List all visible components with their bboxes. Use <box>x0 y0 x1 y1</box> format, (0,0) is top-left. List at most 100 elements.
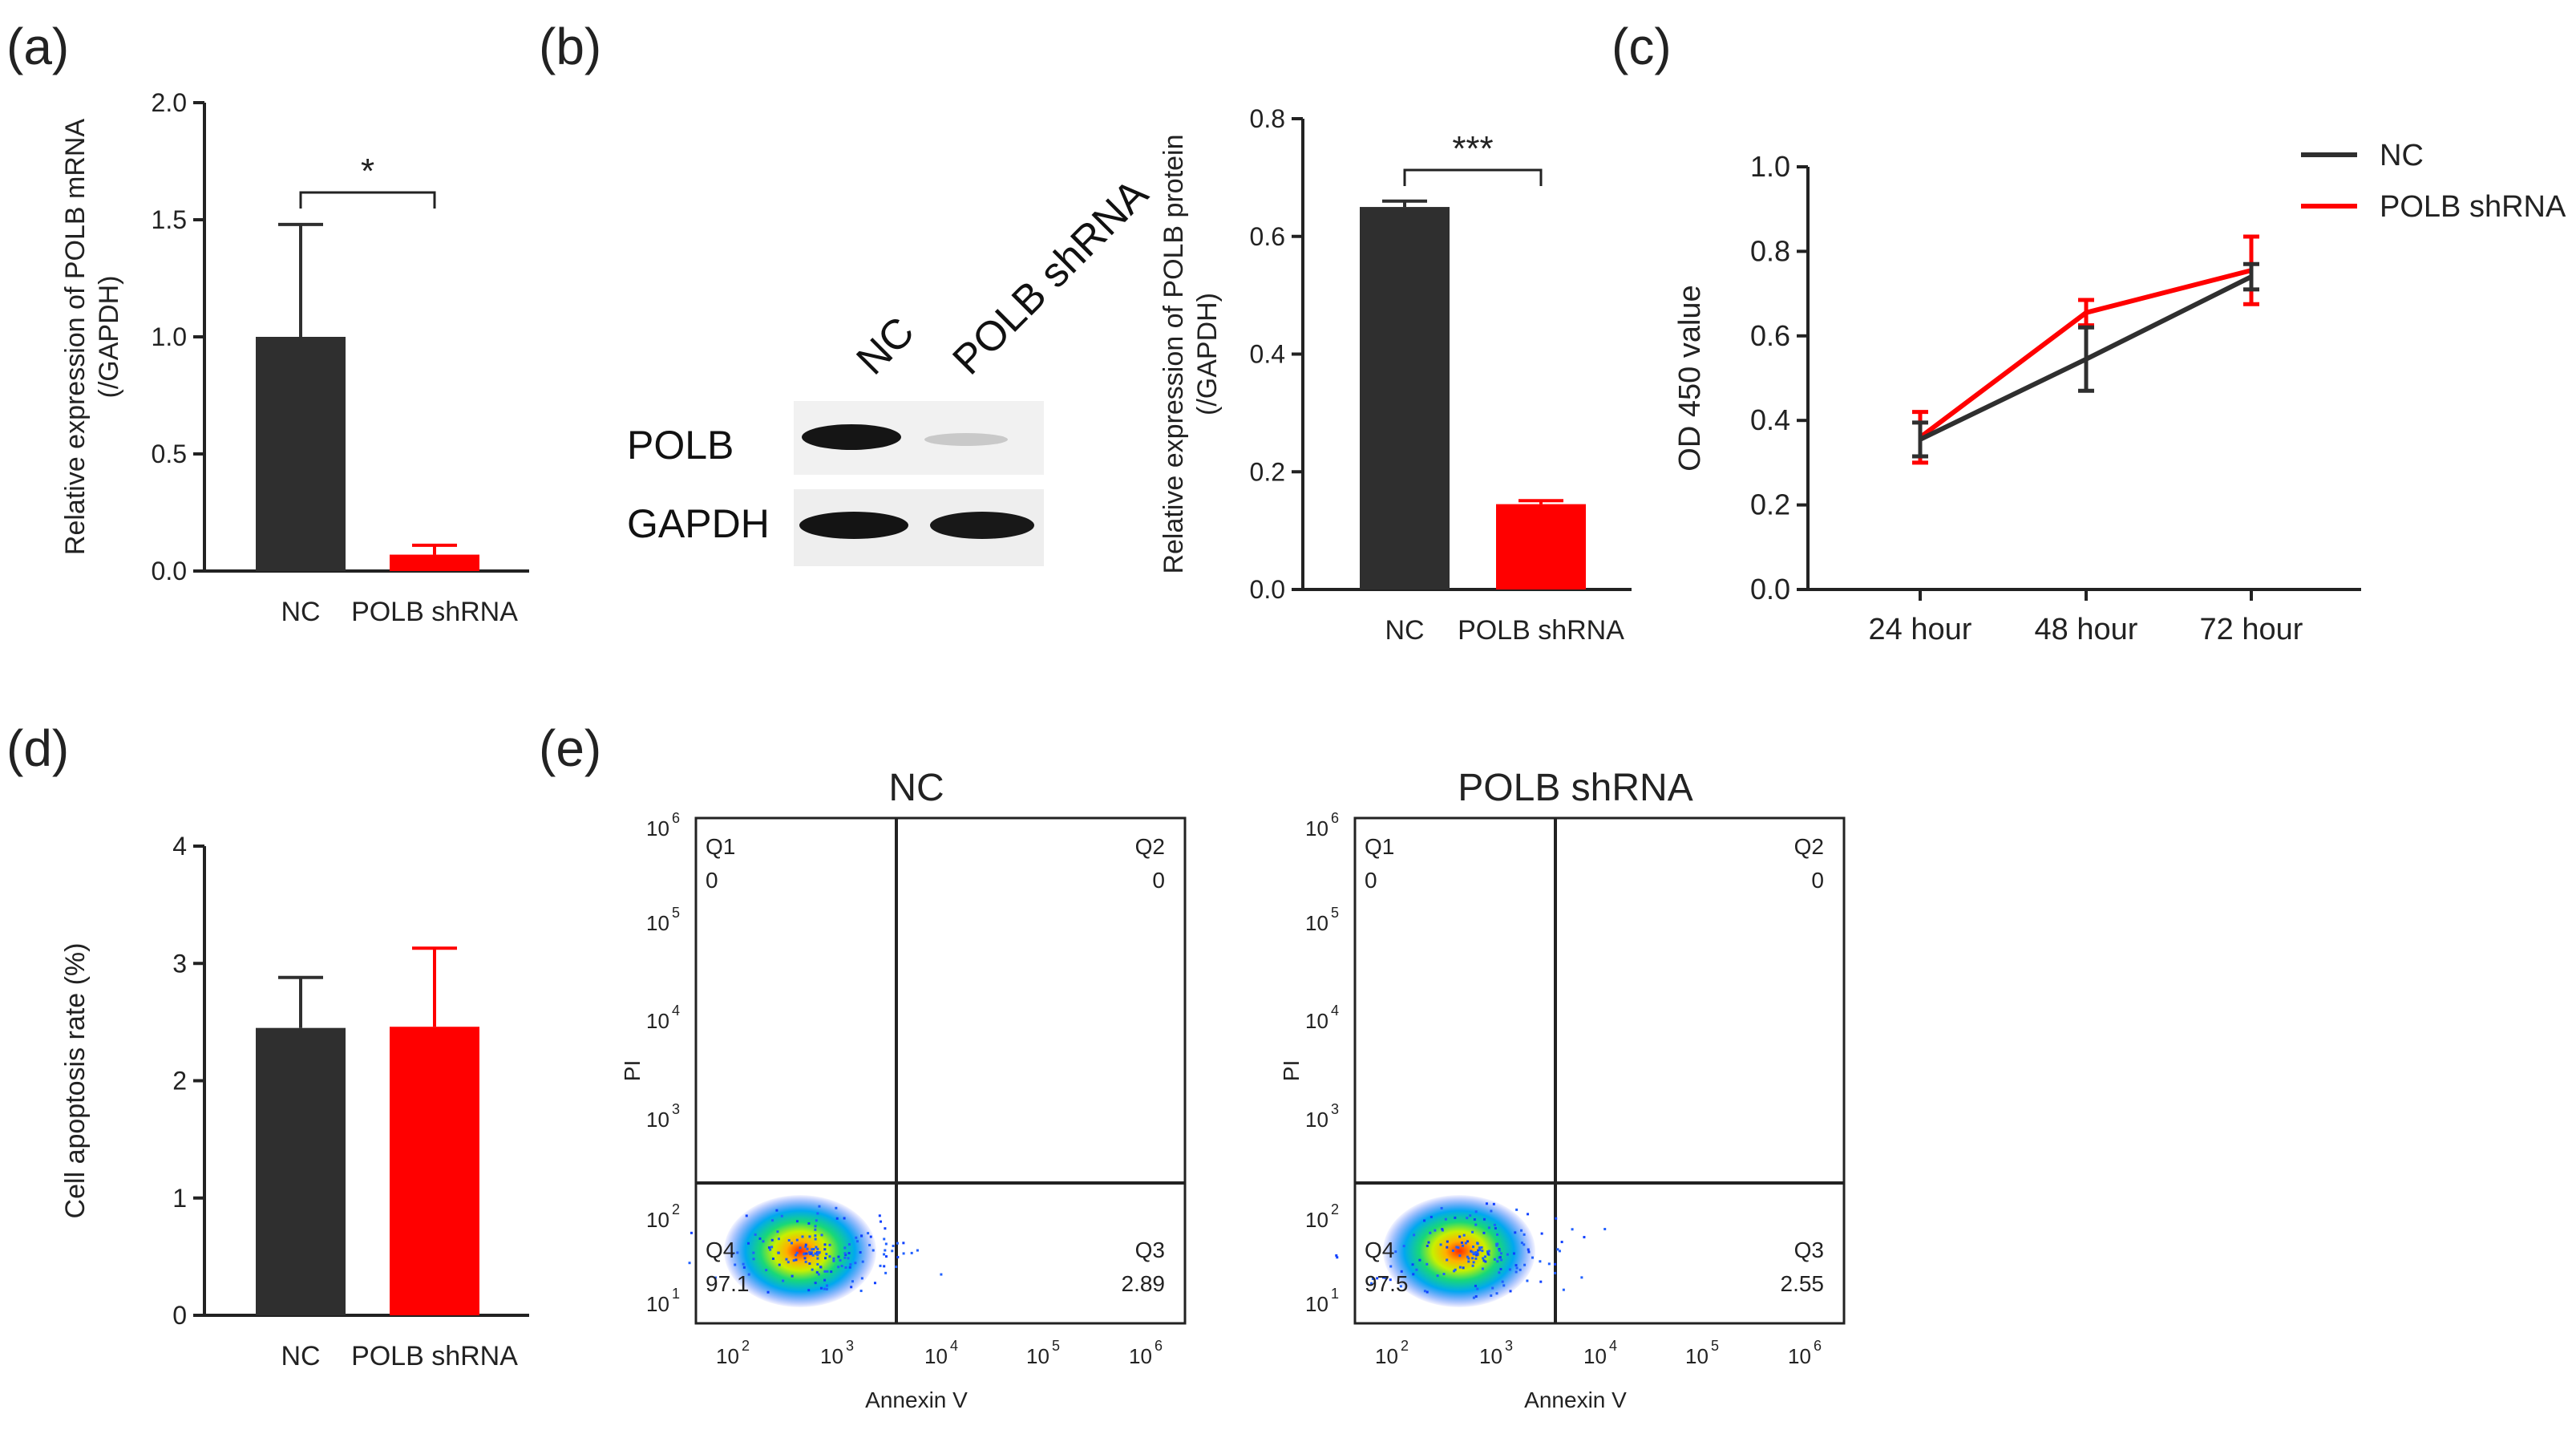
event-dot <box>825 1253 828 1256</box>
event-dot <box>867 1232 870 1235</box>
event-dot <box>878 1214 881 1217</box>
event-dot <box>805 1252 808 1255</box>
x-tick-base: 10 <box>820 1344 843 1368</box>
event-dot <box>815 1246 818 1249</box>
event-dot <box>762 1240 765 1243</box>
event-dot <box>818 1250 821 1254</box>
quadrant-name-q1: Q1 <box>706 834 735 859</box>
event-dot <box>1495 1292 1498 1295</box>
quadrant-name-q2: Q2 <box>1135 834 1165 859</box>
x-tick-base: 10 <box>1788 1344 1811 1368</box>
event-dot <box>1498 1249 1501 1252</box>
event-dot <box>883 1253 886 1256</box>
event-dot <box>902 1252 905 1255</box>
event-dot <box>778 1263 781 1266</box>
y-tick-label: 0.4 <box>1750 403 1790 436</box>
quadrant-name-q3: Q3 <box>1794 1238 1824 1262</box>
blot-row-gapdh: GAPDH <box>627 501 770 546</box>
event-dot <box>1478 1246 1481 1250</box>
event-dot <box>758 1237 762 1240</box>
event-dot <box>1429 1231 1432 1234</box>
event-dot <box>1442 1273 1446 1276</box>
event-dot <box>847 1257 850 1260</box>
event-dot <box>1472 1261 1475 1264</box>
event-dot <box>775 1209 778 1212</box>
blot-gapdh-band-shrna <box>930 512 1034 539</box>
event-dot <box>1493 1258 1496 1261</box>
event-dot <box>1474 1223 1478 1226</box>
chart-c-od450: 0.0 0.2 0.4 0.6 0.8 1.0 24 hour 48 hour 72 hour O… <box>1673 139 2566 646</box>
event-dot <box>828 1255 831 1258</box>
x-tick-label: NC <box>281 597 320 627</box>
event-dot <box>1501 1280 1504 1283</box>
plot-frame <box>694 816 1187 1325</box>
y-tick-label: 0.4 <box>1250 340 1285 369</box>
y-tick-exponent: 4 <box>1331 1003 1339 1019</box>
event-dot <box>1477 1249 1480 1252</box>
event-dot <box>1413 1233 1416 1237</box>
event-dot <box>799 1246 802 1250</box>
event-dot <box>1394 1250 1397 1254</box>
event-dot <box>1411 1263 1414 1266</box>
event-dot <box>884 1227 887 1230</box>
x-tick-base: 10 <box>1026 1344 1049 1368</box>
event-dot <box>1376 1277 1379 1280</box>
event-dot <box>1526 1279 1529 1282</box>
event-dot <box>782 1279 785 1282</box>
y-tick-exponent: 5 <box>672 905 680 921</box>
event-dot <box>1423 1290 1426 1293</box>
event-dot <box>787 1238 791 1242</box>
panel-label-e: (e) <box>539 719 601 777</box>
event-dot <box>795 1258 798 1262</box>
blot-lane-nc: NC <box>847 308 923 383</box>
x-tick-base: 10 <box>1685 1344 1709 1368</box>
event-dot <box>816 1257 819 1260</box>
event-dot <box>1425 1290 1429 1294</box>
y-axis-label: PI <box>620 1060 645 1081</box>
event-dot <box>765 1269 768 1272</box>
event-dot <box>804 1260 807 1263</box>
event-dot <box>752 1258 755 1261</box>
legend-label: POLB shRNA <box>2380 190 2566 224</box>
event-dot <box>1466 1255 1469 1258</box>
event-dot <box>854 1262 857 1265</box>
event-dot <box>823 1270 827 1273</box>
event-dot <box>1499 1252 1502 1255</box>
event-dot <box>1519 1229 1523 1232</box>
event-dot <box>814 1282 817 1285</box>
event-dot <box>1523 1243 1526 1246</box>
event-dot <box>873 1282 876 1285</box>
y-tick-label: 0.0 <box>1250 575 1285 604</box>
event-dot <box>1423 1219 1426 1222</box>
event-dot <box>880 1220 883 1223</box>
event-dot <box>1389 1278 1392 1282</box>
event-dot <box>1539 1280 1543 1283</box>
y-tick-base: 10 <box>646 1292 669 1316</box>
y-tick-exponent: 2 <box>672 1201 680 1217</box>
event-dot <box>808 1251 811 1254</box>
event-dot <box>1603 1228 1607 1231</box>
event-dot <box>884 1242 888 1246</box>
x-tick-label: NC <box>1385 615 1424 646</box>
y-tick-label: 0.0 <box>152 557 187 585</box>
bar-polb-shrna <box>1496 504 1586 589</box>
y-tick-exponent: 6 <box>1331 810 1339 826</box>
event-dot <box>1441 1229 1444 1232</box>
significance-bracket <box>1403 168 1543 186</box>
event-dot <box>777 1238 780 1241</box>
y-tick-base: 10 <box>1305 1108 1328 1132</box>
event-dot <box>745 1214 748 1217</box>
event-dot <box>859 1251 862 1254</box>
event-dot <box>1458 1254 1462 1258</box>
chart-b-protein: 0.0 0.2 0.4 0.6 0.8 NC POLB shRNA Relative expr… <box>1159 104 1632 646</box>
event-dot <box>1580 1276 1583 1279</box>
event-dot <box>1470 1250 1473 1253</box>
y-axis-label: Relative expression of POLB protein <box>1159 134 1189 573</box>
event-dot <box>823 1278 827 1282</box>
event-dot <box>850 1286 853 1289</box>
event-dot <box>1527 1213 1530 1216</box>
quadrant-value-q3: 2.89 <box>1122 1271 1166 1296</box>
event-dot <box>1471 1230 1474 1233</box>
y-tick-base: 10 <box>1305 1292 1328 1316</box>
